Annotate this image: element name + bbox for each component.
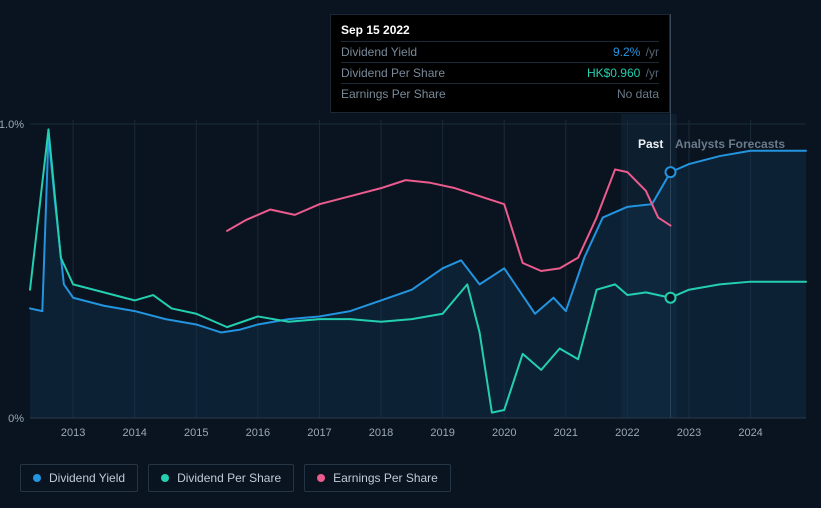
legend-dot-icon xyxy=(317,474,325,482)
dividend-chart: 0% 11.0% 2013 2014 2015 2016 2017 2018 2019 2020 2… xyxy=(0,0,821,508)
svg-text:2019: 2019 xyxy=(430,427,454,439)
svg-text:2021: 2021 xyxy=(554,427,578,439)
svg-text:2023: 2023 xyxy=(677,427,701,439)
tooltip-row: Earnings Per Share No data xyxy=(341,83,659,104)
legend-item-dividend-yield[interactable]: Dividend Yield xyxy=(20,464,138,492)
tooltip-row: Dividend Per Share HK$0.960 /yr xyxy=(341,62,659,83)
tooltip-row-value: No data xyxy=(617,87,659,101)
svg-text:2024: 2024 xyxy=(738,427,762,439)
forecast-label: Analysts Forecasts xyxy=(675,137,785,151)
legend-dot-icon xyxy=(161,474,169,482)
svg-text:2014: 2014 xyxy=(122,427,146,439)
svg-text:2015: 2015 xyxy=(184,427,208,439)
tooltip-row-value: HK$0.960 /yr xyxy=(587,66,659,80)
tooltip-date: Sep 15 2022 xyxy=(341,23,659,41)
svg-text:2018: 2018 xyxy=(369,427,393,439)
svg-text:0%: 0% xyxy=(8,413,24,425)
legend-item-label: Earnings Per Share xyxy=(333,471,438,485)
tooltip-row-label: Earnings Per Share xyxy=(341,87,446,101)
svg-text:2016: 2016 xyxy=(246,427,270,439)
tooltip-row-value: 9.2% /yr xyxy=(613,45,659,59)
legend-item-dividend-per-share[interactable]: Dividend Per Share xyxy=(148,464,294,492)
svg-text:2013: 2013 xyxy=(61,427,85,439)
legend-item-label: Dividend Per Share xyxy=(177,471,281,485)
tooltip-row-label: Dividend Yield xyxy=(341,45,417,59)
chart-legend: Dividend Yield Dividend Per Share Earnings… xyxy=(20,464,451,492)
tooltip-row: Dividend Yield 9.2% /yr xyxy=(341,41,659,62)
svg-text:2020: 2020 xyxy=(492,427,516,439)
svg-text:2022: 2022 xyxy=(615,427,639,439)
past-label: Past xyxy=(638,137,663,151)
svg-text:2017: 2017 xyxy=(307,427,331,439)
legend-dot-icon xyxy=(33,474,41,482)
tooltip-row-label: Dividend Per Share xyxy=(341,66,445,80)
svg-text:11.0%: 11.0% xyxy=(0,119,24,131)
chart-tooltip: Sep 15 2022 Dividend Yield9.2% /yrDivide… xyxy=(330,14,670,113)
legend-item-earnings-per-share[interactable]: Earnings Per Share xyxy=(304,464,451,492)
legend-item-label: Dividend Yield xyxy=(49,471,125,485)
